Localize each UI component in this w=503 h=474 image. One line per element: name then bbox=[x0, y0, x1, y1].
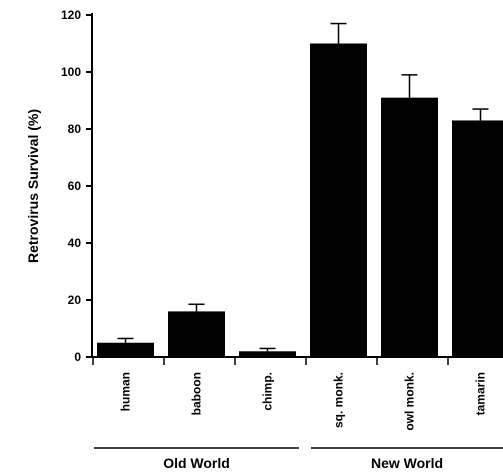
bar-sq-monk bbox=[310, 43, 367, 357]
x-tick-label: chimp. bbox=[261, 372, 275, 411]
error-bar bbox=[330, 22, 347, 44]
x-ticks-group: human baboon chimp. sq. monk. owl monk. tamar… bbox=[92, 357, 488, 431]
group-label: New World bbox=[371, 455, 443, 471]
error-bar bbox=[259, 347, 276, 352]
y-tick-label: 120 bbox=[61, 8, 81, 22]
y-axis-title: Retrovirus Survival (%) bbox=[25, 109, 41, 263]
y-tick-label: 100 bbox=[61, 65, 81, 79]
error-bars-group bbox=[117, 22, 489, 352]
x-tick-label: baboon bbox=[190, 372, 204, 415]
group-brackets: Old World New World bbox=[94, 447, 503, 471]
group-label: Old World bbox=[163, 455, 230, 471]
x-tick-label: owl monk. bbox=[403, 372, 417, 431]
x-tick-label: tamarin bbox=[474, 372, 488, 415]
y-tick-label: 60 bbox=[68, 179, 82, 193]
y-ticks-group: 0 20 40 60 80 100 120 bbox=[61, 8, 92, 364]
bar-baboon bbox=[168, 311, 225, 357]
bar-owl-monk bbox=[381, 97, 438, 358]
y-tick-label: 40 bbox=[68, 236, 82, 250]
error-bar bbox=[188, 303, 205, 312]
x-tick-label: human bbox=[119, 372, 133, 411]
error-bar bbox=[472, 108, 489, 121]
bar-chimp bbox=[239, 351, 296, 357]
bar-human bbox=[97, 342, 154, 357]
bar-tamarin bbox=[452, 120, 503, 357]
axes-group bbox=[91, 13, 503, 358]
error-bar bbox=[401, 74, 418, 98]
error-bar bbox=[117, 337, 134, 343]
x-tick-label: sq. monk. bbox=[332, 372, 346, 428]
bars-group bbox=[97, 43, 503, 358]
y-tick-label: 0 bbox=[74, 350, 81, 364]
y-tick-label: 20 bbox=[68, 293, 82, 307]
y-tick-label: 80 bbox=[68, 122, 82, 136]
